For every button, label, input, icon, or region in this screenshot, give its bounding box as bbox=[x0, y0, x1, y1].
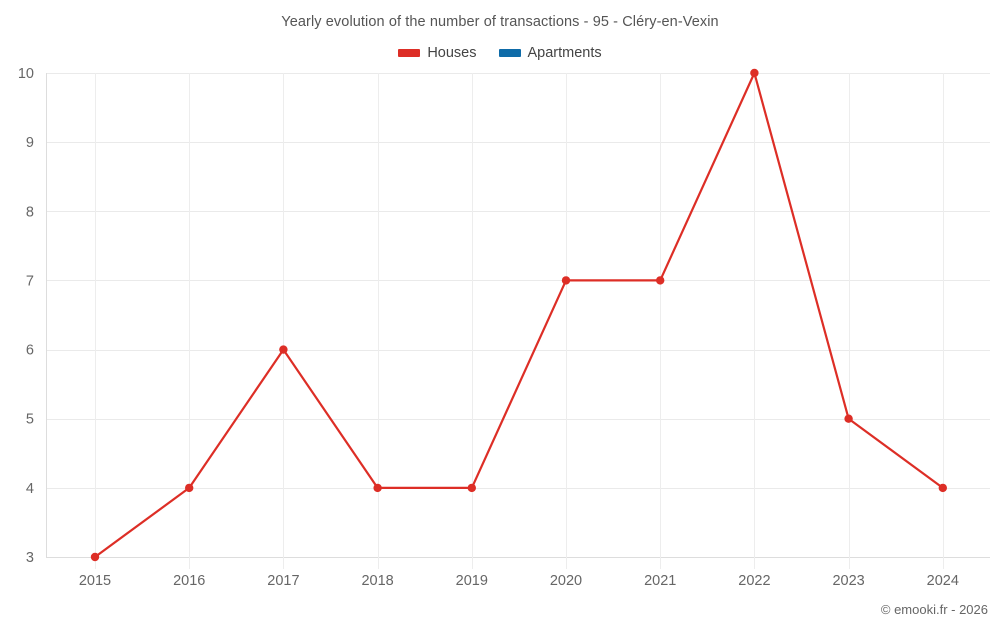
data-point-houses-2018[interactable] bbox=[373, 483, 382, 493]
data-point-houses-2020[interactable] bbox=[561, 276, 571, 285]
x-tick-label: 2015 bbox=[79, 573, 111, 589]
footer-credit: © emooki.fr - 2026 bbox=[880, 602, 988, 617]
y-tick-label: 5 bbox=[26, 412, 34, 428]
y-tick-label: 6 bbox=[26, 343, 34, 359]
data-point-houses-2024[interactable] bbox=[938, 483, 947, 493]
chart-legend: Houses Apartments bbox=[0, 45, 1000, 61]
legend-label-houses: Houses bbox=[427, 45, 477, 61]
chart-title: Yearly evolution of the number of transa… bbox=[281, 14, 719, 30]
y-tick-label: 10 bbox=[18, 66, 34, 82]
legend-swatch-icon-apartments bbox=[498, 49, 521, 57]
data-point-houses-2021[interactable] bbox=[656, 276, 665, 285]
series-line-houses bbox=[93, 71, 944, 559]
data-point-houses-2022[interactable] bbox=[750, 68, 759, 78]
x-tick-label: 2020 bbox=[550, 573, 582, 589]
y-tick-label: 9 bbox=[26, 135, 34, 151]
x-tick-label: 2023 bbox=[832, 573, 864, 589]
x-tick-label: 2016 bbox=[173, 573, 205, 589]
x-tick-label: 2021 bbox=[644, 573, 676, 589]
data-point-houses-2023[interactable] bbox=[844, 414, 853, 423]
x-tick-label: 2022 bbox=[738, 573, 770, 589]
y-tick-label: 3 bbox=[26, 550, 34, 566]
y-tick-label: 8 bbox=[26, 204, 34, 220]
data-point-houses-2017[interactable] bbox=[279, 345, 288, 354]
x-tick-label: 2024 bbox=[927, 573, 959, 589]
legend-item-apartments[interactable]: Apartments bbox=[498, 45, 602, 61]
legend-swatch-icon-houses bbox=[398, 49, 421, 57]
data-point-houses-2019[interactable] bbox=[467, 483, 476, 493]
y-tick-label: 4 bbox=[26, 481, 34, 497]
x-tick-label: 2019 bbox=[456, 573, 488, 589]
legend-label-apartments: Apartments bbox=[527, 45, 602, 61]
y-tick-label: 7 bbox=[26, 273, 34, 289]
x-tick-label: 2017 bbox=[267, 573, 299, 589]
legend-item-houses[interactable]: Houses bbox=[398, 45, 477, 61]
data-point-houses-2016[interactable] bbox=[185, 483, 194, 493]
data-point-houses-2015[interactable] bbox=[90, 552, 100, 562]
x-tick-label: 2018 bbox=[361, 573, 393, 589]
